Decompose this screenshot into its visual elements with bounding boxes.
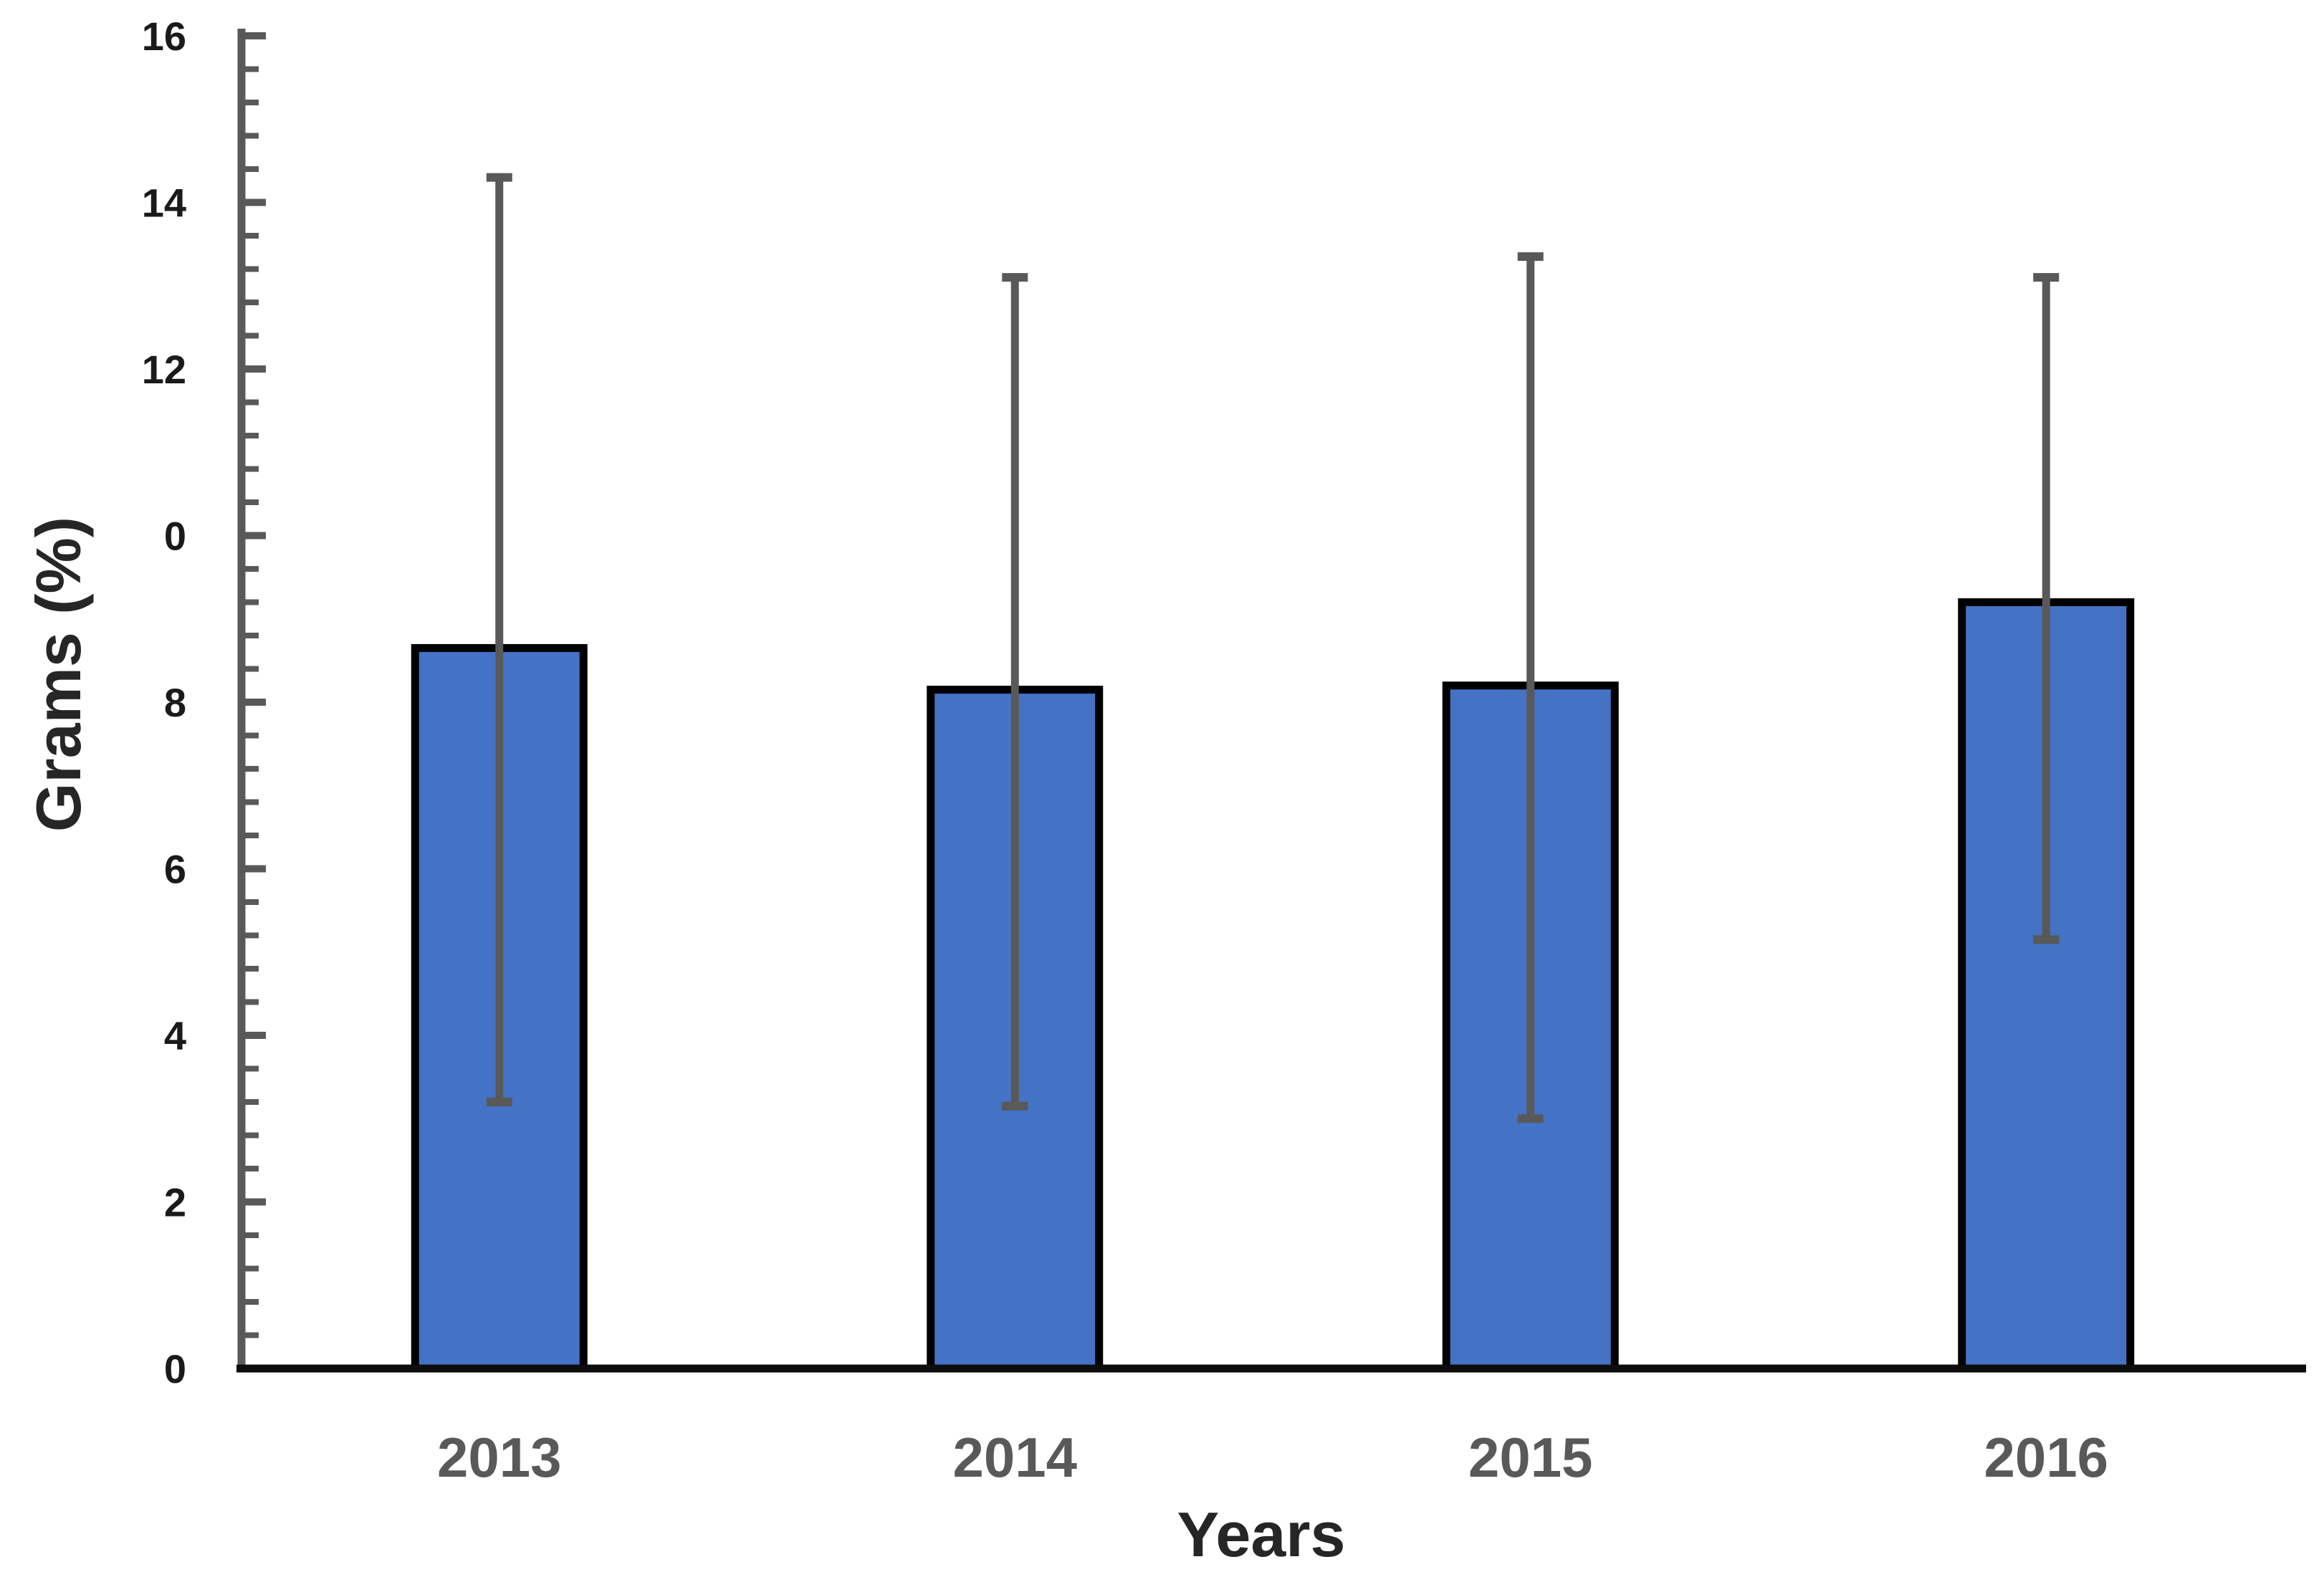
y-tick-label: 4	[164, 1013, 186, 1058]
y-tick-label: 6	[164, 847, 186, 892]
plot-layer: 0 2 4 6 8 0 12 14 16 2013 2014 2015 2016	[142, 14, 2306, 1489]
y-tick-label: 12	[142, 347, 186, 392]
y-tick-label: 2	[164, 1180, 186, 1225]
x-category-label: 2013	[437, 1426, 562, 1489]
bar-2016	[1958, 598, 2135, 1373]
x-category-label: 2014	[952, 1426, 1077, 1489]
y-tick-label: 16	[142, 14, 186, 59]
x-category-label: 2015	[1468, 1426, 1593, 1489]
y-tick-label: 0	[164, 1346, 186, 1391]
y-tick-label: 14	[142, 181, 186, 226]
y-tick-label: 8	[164, 680, 186, 725]
x-axis-title: Years	[1177, 1499, 1346, 1570]
x-category-label: 2016	[1984, 1426, 2108, 1489]
y-tick-label: 0	[164, 514, 186, 559]
y-axis-title: Grams (%)	[23, 517, 94, 832]
